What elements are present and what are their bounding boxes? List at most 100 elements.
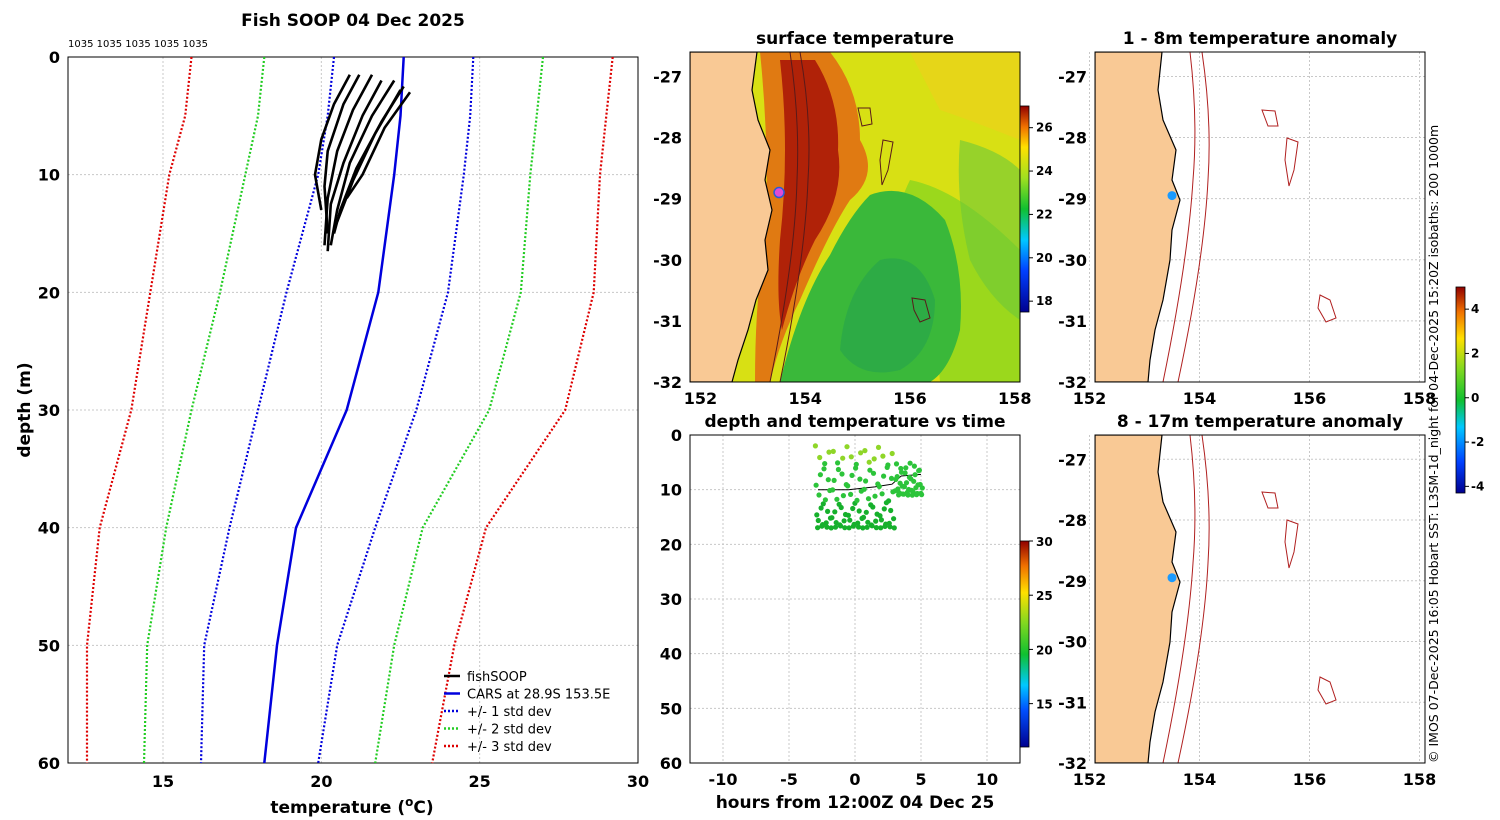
timeseries-colorbar-label: 15 — [1036, 698, 1053, 712]
profile-series-line — [85, 56, 193, 763]
fishsoop-cast-line — [313, 74, 351, 211]
sst-cool-core — [840, 258, 935, 373]
anomaly-colorbar-label: 2 — [1471, 346, 1479, 360]
timeseries-point — [860, 514, 867, 521]
anom1-ytick-label: -29 — [1058, 190, 1087, 209]
timeseries-point — [845, 483, 851, 489]
timeseries-point — [824, 524, 830, 530]
sst-seamount-3 — [911, 297, 931, 323]
anom2-axes-box — [1094, 434, 1426, 764]
timeseries-point — [832, 524, 839, 530]
timeseries-point — [845, 512, 852, 518]
profile-series-line — [263, 56, 405, 764]
timeseries-point — [817, 454, 823, 461]
anom1-land — [1095, 52, 1181, 382]
anom1-axes-box — [1094, 51, 1426, 383]
timeseries-point — [835, 460, 841, 466]
anom1-xtick-label: 158 — [1403, 389, 1436, 408]
timeseries-point — [849, 472, 855, 478]
timeseries-track — [818, 473, 922, 491]
legend-label: fishSOOP — [467, 670, 527, 685]
timeseries-point — [813, 482, 819, 488]
timeseries-ytick-label: 50 — [660, 699, 682, 718]
timeseries-point — [862, 448, 868, 454]
timeseries-point — [818, 505, 824, 511]
anomaly-colorbar-label: -4 — [1471, 479, 1484, 493]
profile-xtick-label: 25 — [469, 772, 491, 791]
timeseries-point — [880, 453, 886, 459]
timeseries-point — [878, 517, 885, 523]
fishsoop-cast-line — [335, 89, 402, 223]
timeseries-ytick-label: 20 — [660, 535, 682, 554]
anom2-ytick-label: -29 — [1058, 572, 1087, 591]
profile-xtick-label: 20 — [310, 772, 332, 791]
anom1-seamount-1 — [1261, 109, 1279, 127]
anom2-ytick-label: -30 — [1058, 633, 1087, 652]
timeseries-panel: depth and temperature vs time -10 -5 0 5 10 0… — [660, 412, 1053, 813]
anom1-ytick-label: -32 — [1058, 373, 1087, 392]
timeseries-point — [823, 520, 829, 526]
profile-xtick-label: 15 — [152, 772, 174, 791]
timeseries-point — [866, 459, 872, 465]
fishsoop-cast-line — [326, 79, 383, 252]
timeseries-point — [863, 509, 869, 515]
anom2-xtick-label: 154 — [1183, 770, 1216, 789]
anom2-panel: 8 - 17m temperature anomaly 152 154 156 158… — [1058, 286, 1484, 789]
profile-series-line — [142, 56, 266, 764]
sst-colorbar-label: 22 — [1036, 207, 1053, 221]
timeseries-xtick-label: -10 — [709, 770, 738, 789]
timeseries-point — [881, 506, 887, 512]
credit-text: © IMOS 07-Dec-2025 16:05 Hobart SST: L3S… — [1426, 125, 1441, 763]
timeseries-point — [881, 473, 887, 479]
timeseries-point — [835, 466, 842, 473]
sst-colorbar-ticks: 18 20 22 24 26 — [1029, 121, 1053, 308]
fishsoop-cast-line — [323, 74, 361, 234]
timeseries-point — [873, 525, 880, 531]
timeseries-points — [812, 443, 925, 531]
timeseries-point — [840, 455, 846, 461]
sst-ytick-label: -28 — [653, 129, 682, 148]
sst-isobath-1000 — [779, 52, 810, 382]
timeseries-point — [919, 492, 925, 498]
timeseries-point — [844, 444, 850, 450]
anom2-xtick-label: 156 — [1293, 770, 1326, 789]
sst-ytick-label: -32 — [653, 373, 682, 392]
anom1-ytick-label: -30 — [1058, 251, 1087, 270]
timeseries-point — [905, 492, 911, 498]
timeseries-point — [830, 487, 836, 493]
profile-series-line — [317, 56, 475, 764]
fishsoop-casts — [313, 74, 412, 252]
timeseries-point — [886, 498, 892, 504]
anom2-grid — [1089, 435, 1425, 764]
anomaly-colorbar-label: 4 — [1471, 302, 1479, 316]
timeseries-xlabel: hours from 12:00Z 04 Dec 25 — [716, 793, 995, 813]
sst-xtick-label: 156 — [893, 389, 926, 408]
sst-xtick-label: 154 — [789, 389, 822, 408]
timeseries-point — [842, 525, 848, 531]
anom1-xtick-label: 152 — [1073, 389, 1106, 408]
timeseries-point — [864, 524, 870, 530]
anom1-isobath-200 — [1162, 52, 1196, 382]
timeseries-ytick-label: 40 — [660, 645, 682, 664]
anom1-seamount-2 — [1284, 137, 1299, 187]
timeseries-point — [838, 504, 844, 511]
timeseries-point — [875, 444, 882, 450]
timeseries-point — [893, 461, 900, 467]
sst-warm-ne — [910, 52, 1020, 140]
sst-station-marker — [773, 186, 785, 199]
timeseries-point — [820, 501, 826, 507]
timeseries-colorbar-label: 20 — [1036, 643, 1053, 657]
timeseries-point — [812, 443, 819, 449]
anom1-ytick-label: -28 — [1058, 129, 1087, 148]
timeseries-colorbar-label: 30 — [1036, 535, 1053, 549]
timeseries-point — [885, 462, 891, 468]
anom2-ytick-label: -31 — [1058, 693, 1087, 712]
timeseries-point — [873, 518, 879, 524]
timeseries-point — [815, 525, 821, 531]
timeseries-point — [889, 450, 895, 457]
anomaly-colorbar-label: 0 — [1471, 391, 1479, 405]
sst-colorbar-label: 26 — [1036, 121, 1053, 135]
sst-ytick-label: -31 — [653, 312, 682, 331]
timeseries-point — [916, 467, 923, 473]
timeseries-colorbar-ticks: 15 20 25 30 — [1029, 535, 1053, 712]
